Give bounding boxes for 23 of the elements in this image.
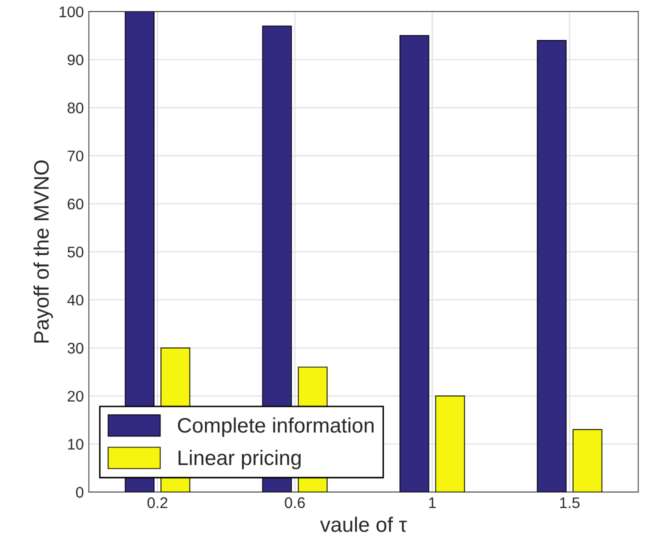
y-tick-label: 30 <box>68 342 84 354</box>
legend-label: Complete information <box>178 417 374 437</box>
bar <box>572 429 602 492</box>
y-tick-label: 10 <box>68 438 84 450</box>
x-tick-label: 0.6 <box>284 497 305 508</box>
y-tick-label: 20 <box>68 390 84 402</box>
x-tick-label: 1 <box>429 497 436 508</box>
y-tick-label: 70 <box>68 150 84 162</box>
bar <box>400 35 430 492</box>
y-tick-label: 50 <box>68 246 84 258</box>
y-tick-label: 40 <box>67 294 84 306</box>
y-tick-label: 0 <box>76 486 84 498</box>
x-tick-label: 1.5 <box>560 497 580 508</box>
y-axis-title: Payoff of the MVNO <box>34 160 53 343</box>
bar <box>536 40 567 492</box>
y-tick-label: 90 <box>68 54 84 66</box>
bar <box>435 396 465 492</box>
y-tick-label: 100 <box>60 6 84 18</box>
x-axis-title: vaule of τ <box>320 516 407 532</box>
y-tick-label: 80 <box>68 102 84 114</box>
x-tick-label: 0.2 <box>147 497 168 508</box>
legend-label: Linear pricing <box>178 450 301 470</box>
y-tick-label: 60 <box>68 198 84 210</box>
